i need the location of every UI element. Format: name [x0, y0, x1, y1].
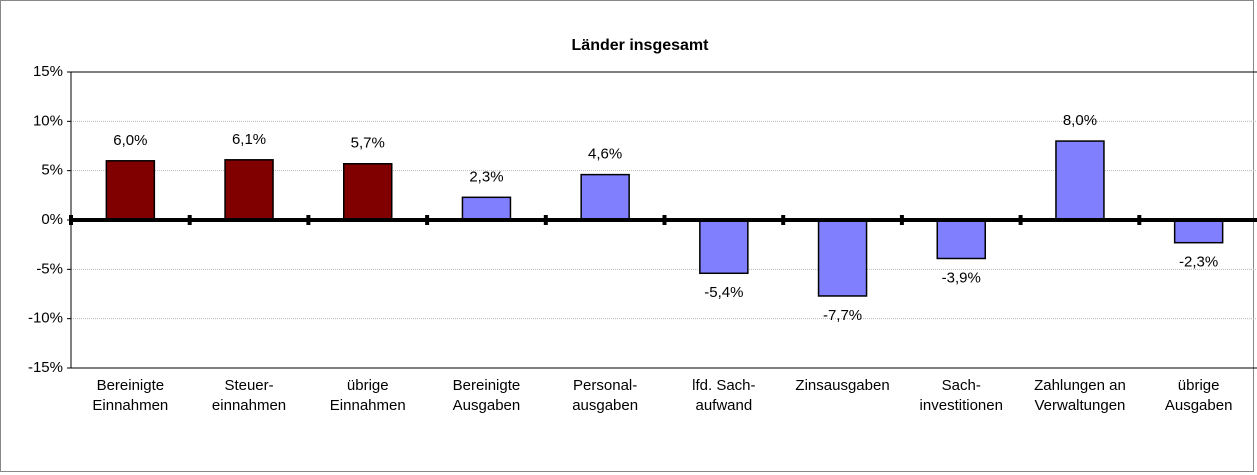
x-tick-label: Zinsausgaben — [795, 377, 889, 394]
value-label: -3,9% — [942, 269, 981, 286]
bar — [936, 219, 986, 260]
x-tick-label: übrige Ausgaben — [1165, 377, 1233, 414]
x-tick-label: lfd. Sach-aufwand — [692, 377, 755, 414]
value-label: 4,6% — [588, 146, 622, 163]
x-tick-label: übrige Einnahmen — [330, 377, 406, 414]
value-label: 6,0% — [113, 132, 147, 149]
y-tick-label: -10% — [28, 310, 63, 327]
value-label: 8,0% — [1063, 112, 1097, 129]
bar — [343, 163, 393, 221]
y-tick-label: -5% — [36, 260, 63, 277]
value-label: -7,7% — [823, 307, 862, 324]
x-tick-label: Sach-investitionen — [920, 377, 1003, 414]
chart-title: Länder insgesamt — [572, 37, 710, 54]
value-label: 6,1% — [232, 131, 266, 148]
bar — [817, 219, 868, 297]
value-label: 5,7% — [351, 135, 385, 152]
bar — [580, 173, 630, 221]
y-tick-label: 10% — [33, 112, 63, 129]
value-label: -2,3% — [1179, 254, 1218, 271]
value-label: -5,4% — [704, 284, 743, 301]
x-tick-label: Personal-ausgaben — [572, 377, 638, 414]
bar — [699, 219, 749, 275]
y-tick-label: 0% — [41, 211, 63, 228]
bar — [105, 160, 156, 221]
x-tick-label: Bereinigte Ausgaben — [453, 377, 521, 414]
x-tick-label: Bereinigte Einnahmen — [92, 377, 168, 414]
y-tick-label: -15% — [28, 359, 63, 376]
x-tick-label: Steuer-einnahmen — [212, 377, 286, 414]
x-tick-label: Zahlungen an Verwaltungen — [1034, 377, 1126, 414]
y-tick-label: 15% — [33, 63, 63, 80]
bar — [224, 159, 274, 221]
bar — [461, 196, 512, 221]
value-label: 2,3% — [469, 168, 503, 185]
y-tick-label: 5% — [41, 162, 63, 179]
bar — [1055, 140, 1105, 221]
bar — [1173, 219, 1224, 244]
